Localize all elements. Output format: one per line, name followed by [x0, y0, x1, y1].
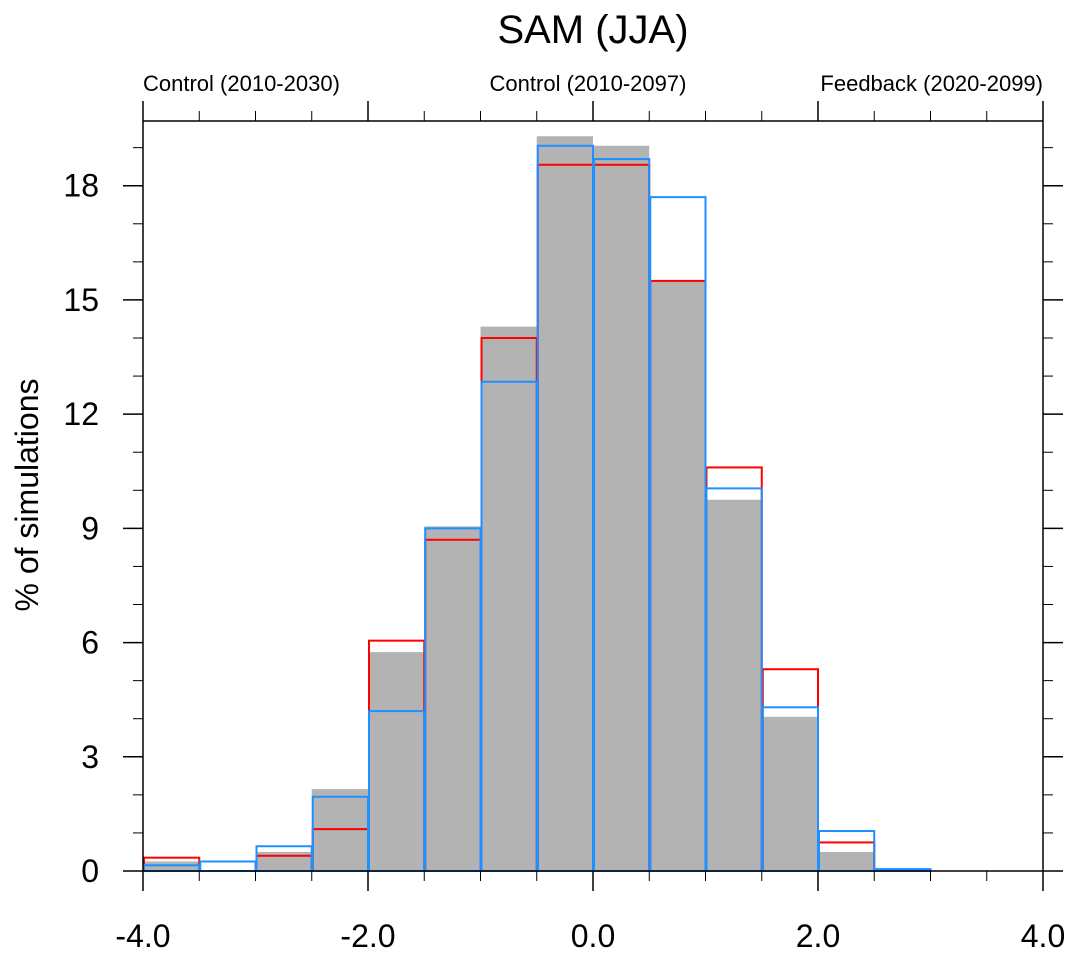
y-tick-label: 15 — [63, 282, 99, 318]
bar-control-2010-2030 — [761, 716, 818, 871]
x-tick-label: 0.0 — [571, 918, 615, 953]
x-tick-label: -4.0 — [115, 918, 170, 953]
y-tick-label: 6 — [81, 625, 99, 661]
y-tick-label: 3 — [81, 739, 99, 775]
x-ticks: -4.0 -2.0 0.0 2.0 4.0 — [115, 101, 1065, 953]
legend-feedback-2020-2099: Feedback (2020-2099) — [820, 71, 1043, 96]
y-tick-label: 12 — [63, 396, 99, 432]
chart-title: SAM (JJA) — [497, 8, 688, 52]
plot-area: 0 3 6 9 12 15 18 -4.0 -2.0 0.0 2.0 4.0 — [63, 101, 1065, 953]
y-tick-label: 18 — [63, 168, 99, 204]
series-0 — [143, 136, 875, 872]
y-ticks: 0 3 6 9 12 15 18 — [63, 147, 1063, 889]
bar-control-2010-2030 — [593, 145, 650, 871]
bar-control-2010-2030 — [705, 499, 762, 871]
y-tick-label: 0 — [81, 853, 99, 889]
bar-control-2010-2030 — [818, 851, 875, 871]
x-tick-label: -2.0 — [340, 918, 395, 953]
x-tick-label: 4.0 — [1021, 918, 1065, 953]
legend-control-2010-2097: Control (2010-2097) — [490, 71, 687, 96]
bar-control-2010-2030 — [480, 326, 537, 872]
y-tick-label: 9 — [81, 510, 99, 546]
y-axis-label: % of simulations — [9, 379, 45, 612]
legend-control-2010-2030: Control (2010-2030) — [143, 71, 340, 96]
bar-control-2010-2030 — [536, 136, 593, 872]
bar-control-2010-2030 — [424, 526, 481, 871]
bar-control-2010-2030 — [368, 652, 425, 871]
bar-control-2010-2030 — [649, 280, 706, 872]
bar-feedback-2020-2099 — [199, 860, 257, 873]
x-tick-label: 2.0 — [796, 918, 840, 953]
